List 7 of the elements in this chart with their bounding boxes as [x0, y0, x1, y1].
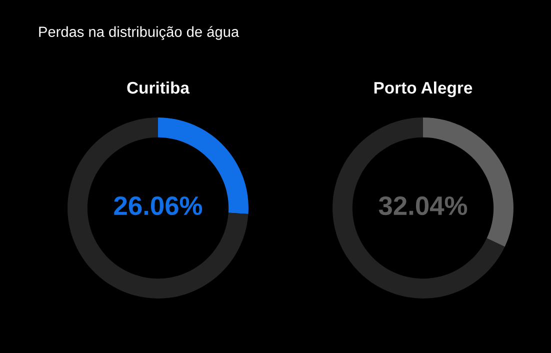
donut-slice [68, 118, 248, 298]
data-label: 32.04% [378, 196, 468, 216]
donut-slice [332, 118, 505, 298]
data-label: 26.06% [114, 196, 202, 216]
chart-title: Curitiba [127, 81, 190, 94]
text: Perdas na distribuição de água [39, 26, 240, 40]
chart-title: Porto Alegre [374, 81, 472, 98]
